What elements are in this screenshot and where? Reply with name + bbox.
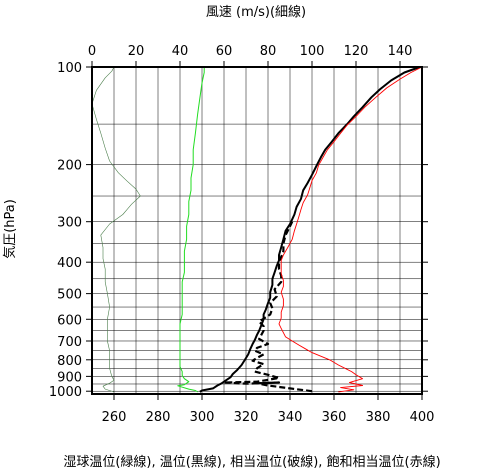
y-tick-label-100: 100 (57, 61, 82, 76)
top-tick-label-20: 20 (128, 44, 145, 59)
y-tick-label-400: 400 (57, 256, 82, 271)
tick-labels: 0 20 40 60 80 100 120 140 260 280 300 320 340 360 380 4… (49, 44, 435, 425)
y-tick-label-700: 700 (57, 335, 82, 350)
top-tick-label-100: 100 (300, 44, 325, 59)
y-tick-label-300: 300 (57, 216, 82, 231)
top-tick-label-120: 120 (344, 44, 369, 59)
y-tick-label-800: 800 (57, 354, 82, 369)
grid (91, 66, 423, 394)
axis-ticks (86, 61, 428, 400)
bottom-tick-label-300: 300 (190, 410, 215, 425)
top-tick-label-40: 40 (172, 44, 189, 59)
series-saturated-equivalent-potential-temperature (278, 66, 423, 393)
series-wet-bulb-potential-temperature (177, 67, 205, 393)
top-tick-label-140: 140 (388, 44, 413, 59)
y-tick-label-200: 200 (57, 159, 82, 174)
bottom-axis-label: 湿球温位(緑線), 温位(黒線), 相当温位(破線), 飽和相当温位(赤線) (63, 454, 440, 470)
series-layer (91, 66, 423, 393)
left-axis-label: 気圧(hPa) (2, 199, 18, 259)
top-axis-label: 風速 (m/s)(細線) (206, 4, 306, 20)
top-tick-label-0: 0 (88, 44, 96, 59)
top-tick-label-60: 60 (216, 44, 233, 59)
series-wind-speed (91, 66, 141, 393)
series-equivalent-potential-temperature (222, 221, 313, 393)
y-tick-label-600: 600 (57, 313, 82, 328)
bottom-tick-label-280: 280 (146, 410, 171, 425)
y-tick-label-900: 900 (57, 370, 82, 385)
bottom-tick-label-360: 360 (322, 410, 347, 425)
y-tick-label-1000: 1000 (49, 385, 82, 400)
bottom-tick-label-400: 400 (410, 410, 435, 425)
series-potential-temperature (199, 66, 421, 393)
plot-frame (91, 66, 423, 395)
bottom-tick-label-320: 320 (234, 410, 259, 425)
bottom-tick-label-380: 380 (366, 410, 391, 425)
top-tick-label-80: 80 (260, 44, 277, 59)
y-tick-label-500: 500 (57, 288, 82, 303)
bottom-tick-label-340: 340 (278, 410, 303, 425)
bottom-tick-label-260: 260 (102, 410, 127, 425)
